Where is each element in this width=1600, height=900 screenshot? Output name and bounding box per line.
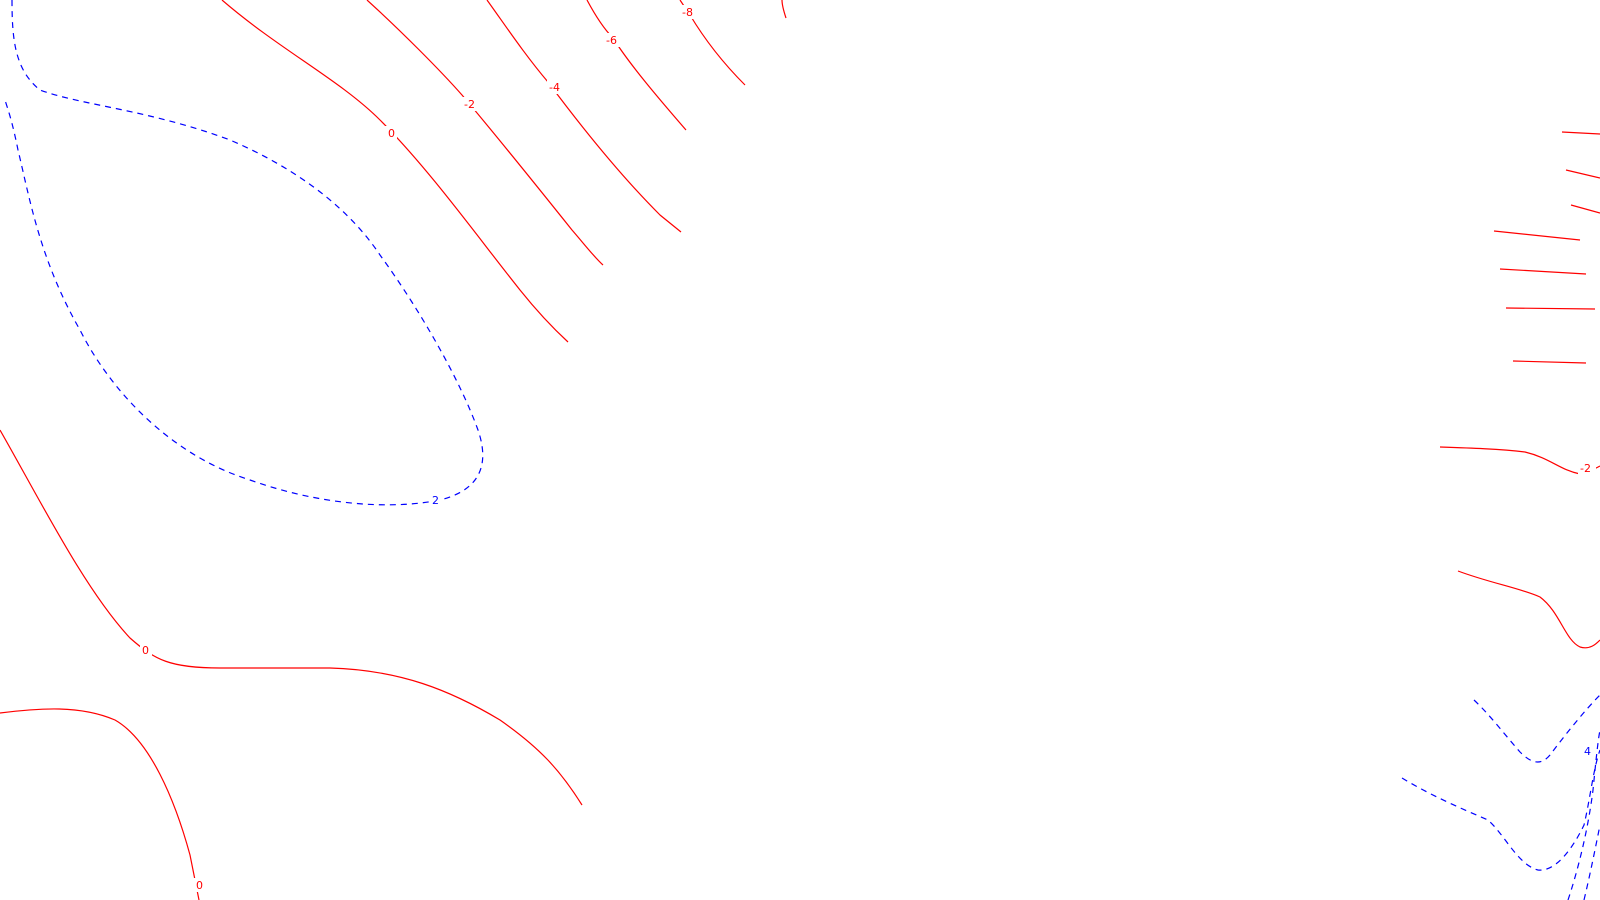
label-m2-right: -2 bbox=[1580, 462, 1591, 475]
contour-line-0-mid bbox=[0, 429, 583, 806]
contour-line-4-right-b bbox=[1401, 749, 1600, 871]
contour-line-0-top bbox=[221, 0, 569, 343]
contour-line-2-left bbox=[4, 0, 484, 506]
label-0-mid: 0 bbox=[142, 644, 149, 657]
label-4-right: 4 bbox=[1584, 745, 1591, 758]
contour-line-right-3 bbox=[1570, 204, 1600, 214]
label-0-bottom: 0 bbox=[196, 879, 203, 892]
contour-line-4-right-a bbox=[1473, 694, 1600, 763]
contour-line-right-4 bbox=[1493, 230, 1581, 241]
label-2-left: 2 bbox=[432, 494, 439, 507]
contour-line-4-right-c bbox=[1567, 729, 1600, 900]
contour-line-right-1 bbox=[1561, 131, 1600, 135]
contour-line-4-right-d bbox=[1583, 824, 1600, 900]
contour-line-m6-top bbox=[586, 0, 687, 131]
label-m8-top: -8 bbox=[682, 6, 693, 19]
label-m2-top: -2 bbox=[464, 98, 475, 111]
contour-labels: -8 -6 -4 -2 0 2 0 0 -2 4 bbox=[140, 5, 1596, 892]
contour-line-m4-top bbox=[486, 0, 682, 233]
label-m4-top: -4 bbox=[549, 81, 560, 94]
contour-line-right-2 bbox=[1565, 169, 1600, 179]
contour-line-right-6 bbox=[1505, 307, 1596, 310]
contour-line-right-7 bbox=[1512, 360, 1587, 364]
contour-line-m2-right bbox=[1439, 446, 1600, 475]
contour-line-right-5 bbox=[1499, 268, 1587, 275]
label-m6-top: -6 bbox=[606, 34, 617, 47]
label-0-top: 0 bbox=[388, 127, 395, 140]
contour-line-edge-top bbox=[781, 0, 787, 19]
contour-line-0-bottom bbox=[0, 708, 200, 900]
contour-line-m2-top bbox=[366, 0, 604, 266]
contour-line-right-8 bbox=[1457, 570, 1600, 649]
